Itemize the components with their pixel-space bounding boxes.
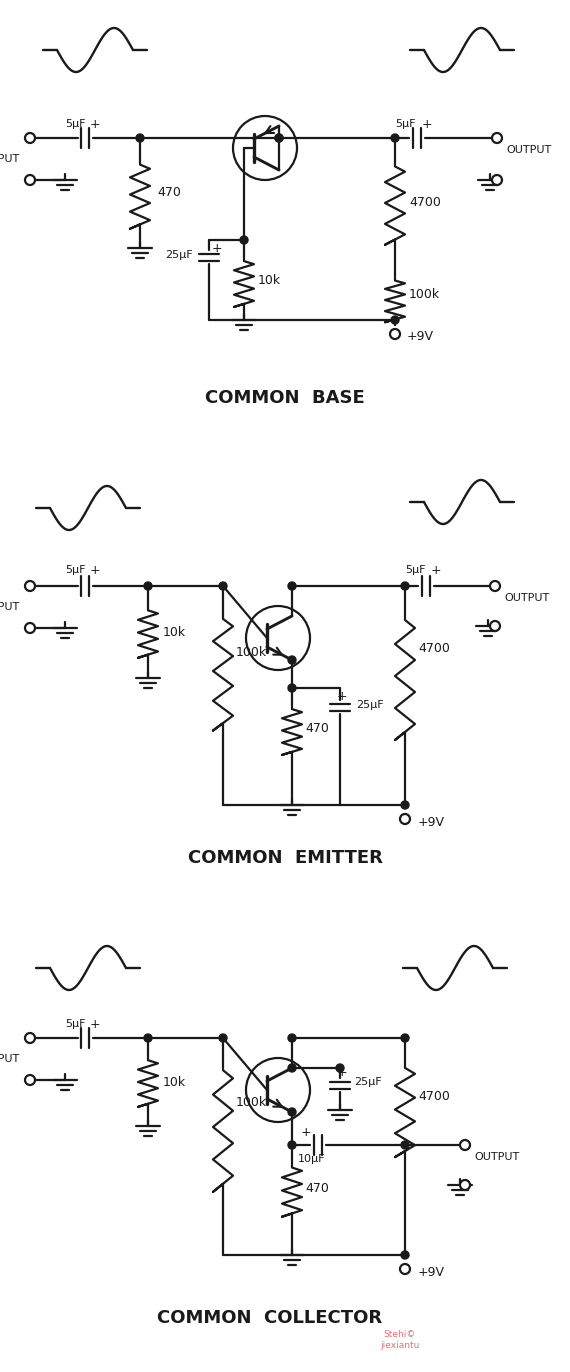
- Text: 5μF: 5μF: [65, 119, 86, 129]
- Text: +: +: [337, 1066, 347, 1078]
- Text: +9V: +9V: [418, 815, 445, 829]
- Text: +9V: +9V: [418, 1265, 445, 1279]
- Circle shape: [492, 133, 502, 143]
- Text: Stehi©
jiexiantu: Stehi© jiexiantu: [380, 1331, 420, 1350]
- Circle shape: [401, 1142, 409, 1148]
- Text: INPUT: INPUT: [0, 1054, 20, 1065]
- Text: 5μF: 5μF: [65, 565, 86, 575]
- Circle shape: [25, 1033, 35, 1043]
- Text: 5μF: 5μF: [405, 565, 425, 575]
- Text: 4700: 4700: [418, 1089, 450, 1103]
- Circle shape: [288, 685, 296, 691]
- Text: COMMON  COLLECTOR: COMMON COLLECTOR: [157, 1309, 382, 1327]
- Circle shape: [275, 134, 283, 141]
- Text: 100k: 100k: [236, 1096, 267, 1110]
- Circle shape: [336, 1065, 344, 1072]
- Text: 25μF: 25μF: [165, 250, 193, 261]
- Circle shape: [401, 582, 409, 590]
- Circle shape: [492, 176, 502, 185]
- Circle shape: [391, 316, 399, 324]
- Circle shape: [240, 236, 248, 244]
- Circle shape: [391, 134, 399, 141]
- Circle shape: [460, 1180, 470, 1190]
- Circle shape: [288, 582, 296, 590]
- Text: 10k: 10k: [163, 1076, 186, 1088]
- Circle shape: [460, 1140, 470, 1150]
- Text: +: +: [301, 1125, 311, 1139]
- Circle shape: [25, 580, 35, 591]
- Circle shape: [275, 134, 283, 141]
- Circle shape: [219, 582, 227, 590]
- Circle shape: [390, 329, 400, 339]
- Circle shape: [25, 1076, 35, 1085]
- Text: 100k: 100k: [409, 288, 440, 302]
- Text: COMMON  EMITTER: COMMON EMITTER: [188, 849, 382, 867]
- Circle shape: [288, 1034, 296, 1041]
- Text: +: +: [89, 1018, 100, 1030]
- Text: 4700: 4700: [418, 642, 450, 654]
- Circle shape: [288, 1065, 296, 1072]
- Circle shape: [288, 1109, 296, 1115]
- Circle shape: [490, 580, 500, 591]
- Text: 470: 470: [157, 187, 181, 199]
- Circle shape: [144, 582, 152, 590]
- Circle shape: [400, 814, 410, 825]
- Text: 10k: 10k: [258, 273, 281, 287]
- Text: OUTPUT: OUTPUT: [474, 1152, 519, 1162]
- Circle shape: [288, 1142, 296, 1148]
- Text: 10k: 10k: [163, 626, 186, 638]
- Circle shape: [400, 1264, 410, 1275]
- Text: +: +: [89, 118, 100, 130]
- Circle shape: [25, 623, 35, 632]
- Circle shape: [25, 176, 35, 185]
- Text: +: +: [431, 564, 441, 576]
- Text: +: +: [89, 564, 100, 576]
- Text: +: +: [337, 690, 347, 702]
- Circle shape: [219, 1034, 227, 1041]
- Text: COMMON  BASE: COMMON BASE: [205, 390, 365, 407]
- Circle shape: [136, 134, 144, 141]
- Circle shape: [401, 1251, 409, 1259]
- Circle shape: [401, 801, 409, 809]
- Text: +9V: +9V: [407, 331, 434, 343]
- Text: 10μF: 10μF: [298, 1154, 325, 1163]
- Text: 4700: 4700: [409, 196, 441, 210]
- Text: 100k: 100k: [236, 646, 267, 660]
- Circle shape: [490, 622, 500, 631]
- Text: OUTPUT: OUTPUT: [504, 593, 549, 604]
- Text: 5μF: 5μF: [65, 1019, 86, 1029]
- Circle shape: [288, 656, 296, 664]
- Text: 470: 470: [305, 722, 329, 734]
- Text: +: +: [422, 118, 432, 130]
- Circle shape: [25, 133, 35, 143]
- Text: OUTPUT: OUTPUT: [506, 145, 551, 155]
- Text: 25μF: 25μF: [354, 1077, 382, 1087]
- Text: 25μF: 25μF: [356, 700, 384, 709]
- Circle shape: [401, 1034, 409, 1041]
- Text: 470: 470: [305, 1181, 329, 1195]
- Text: INPUT: INPUT: [0, 154, 20, 165]
- Text: 5μF: 5μF: [395, 119, 416, 129]
- Circle shape: [144, 1034, 152, 1041]
- Text: INPUT: INPUT: [0, 602, 20, 612]
- Text: +: +: [211, 241, 222, 254]
